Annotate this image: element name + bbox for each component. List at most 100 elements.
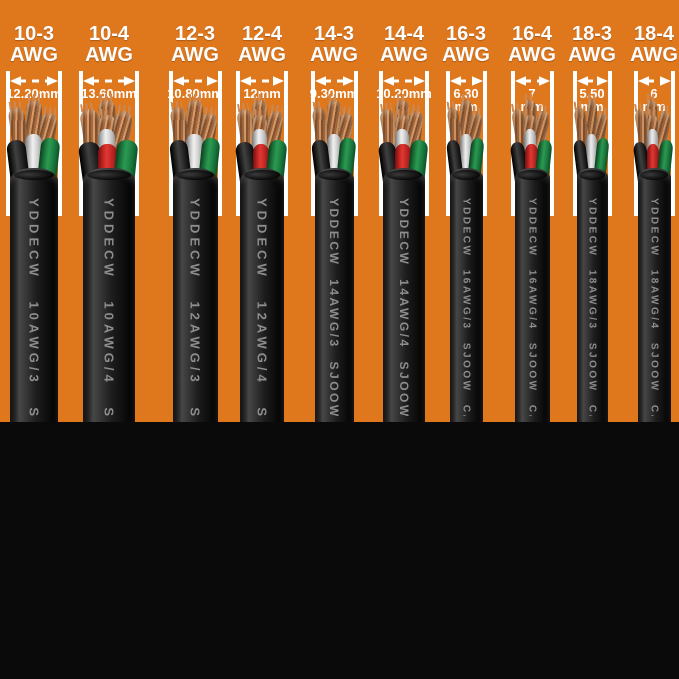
cable-jacket: YDDECW 16AWG/4 SJOOW CABLE 300V (514, 168, 550, 423)
diameter-label: 10.80mm (147, 87, 243, 100)
cable-column: 10-4AWG13.60mmYDDECW 10AWG/4 SJOOW CABLE… (61, 0, 157, 423)
wire-white (459, 134, 472, 182)
awg-size-label: 14-3 AWG (286, 24, 382, 66)
measurement-arrow-icon (637, 75, 671, 87)
info-section: VARIETY OF SIZES VARIOUS GAUGES VARIOUS … (0, 422, 679, 679)
diameter-value: 6.30 (418, 87, 514, 100)
awg-unit-label: AWG (238, 44, 286, 66)
cable-image: YDDECW 10AWG/4 SJOOW CABLE 300V (77, 99, 139, 423)
awg-size-value: 10-3 (13, 23, 55, 45)
awg-size-label: 18-3 AWG (544, 24, 640, 66)
measurement-arrow-icon (576, 75, 608, 87)
awg-unit-label: AWG (508, 44, 556, 66)
awg-unit-label: AWG (568, 44, 616, 66)
cable-image: YDDECW 12AWG/4 SJOOW CABLE 300V (234, 99, 287, 423)
awg-size-value: 18-3 (571, 23, 613, 45)
measurement-arrow-icon (172, 75, 218, 87)
awg-size-label: 12-3 AWG (147, 24, 243, 66)
measurement-line-right (607, 71, 612, 216)
cable-marking-text: YDDECW 12AWG/4 SJOOW CABLE 300V (254, 198, 270, 416)
diameter-value: 9.30mm (286, 87, 382, 100)
awg-size-value: 18-4 (633, 23, 675, 45)
awg-size-label: 16-4 AWG (484, 24, 580, 66)
measurement-arrow-icon (449, 75, 483, 87)
measurement-arrow-icon (314, 75, 354, 87)
cable-jacket: YDDECW 12AWG/3 SJOOW CABLE 300V (172, 168, 218, 423)
awg-size-value: 16-4 (511, 23, 553, 45)
awg-unit-label: AWG (310, 44, 358, 66)
measurement-arrow-icon (10, 75, 58, 87)
cable-marking-text: YDDECW 10AWG/4 SJOOW CABLE 300V (101, 198, 117, 416)
awg-unit-label: AWG (630, 44, 678, 66)
cable-marking-text: YDDECW 12AWG/3 SJOOW CABLE 300V (187, 198, 203, 416)
cable-marking-text: YDDECW 18AWG/4 SJOOW CABLE 300V (648, 198, 660, 416)
awg-size-label: 10-4 AWG (61, 24, 157, 66)
cable-column: 12-4AWG12mmYDDECW 12AWG/4 SJOOW CABLE 30… (214, 0, 310, 423)
awg-size-value: 14-3 (313, 23, 355, 45)
cable-marking-text: YDDECW 18AWG/3 SJOOW CABLE 300V (586, 198, 598, 416)
cable-column: 16-3AWG6.30mmYDDECW 16AWG/3 SJOOW CABLE … (418, 0, 514, 423)
cable-jacket: YDDECW 14AWG/4 SJOOW CABLE 300V (383, 168, 425, 423)
cable-image: YDDECW 16AWG/4 SJOOW CABLE 300V (509, 99, 553, 423)
cable-jacket: YDDECW 10AWG/4 SJOOW CABLE 300V (83, 168, 135, 423)
cable-image: YDDECW 18AWG/4 SJOOW CABLE 300V (632, 99, 674, 423)
cable-column: 18-3AWG5.50mmYDDECW 18AWG/3 SJOOW CABLE … (544, 0, 640, 423)
awg-size-label: 10-3 AWG (0, 24, 82, 66)
awg-size-value: 16-3 (445, 23, 487, 45)
wire-white (586, 134, 598, 182)
awg-size-value: 14-4 (383, 23, 425, 45)
measurement-line-right (425, 71, 429, 216)
diameter-value: 10.80mm (147, 87, 243, 100)
measurement-line-right (58, 71, 62, 216)
measurement-arrow-icon (83, 75, 135, 87)
cable-marking-text: YDDECW 16AWG/3 SJOOW CABLE 300V (460, 198, 472, 416)
diameter-label: 12.20mm (0, 87, 82, 100)
awg-size-label: 12-4 AWG (214, 24, 310, 66)
cable-jacket: YDDECW 16AWG/3 SJOOW CABLE 300V (449, 168, 483, 423)
measurement-line-right (670, 71, 675, 216)
cable-image: YDDECW 16AWG/3 SJOOW CABLE 300V (445, 94, 486, 423)
cable-image: YDDECW 14AWG/4 SJOOW CABLE 300V (377, 99, 428, 423)
awg-size-value: 12-4 (241, 23, 283, 45)
awg-unit-label: AWG (380, 44, 428, 66)
awg-size-label: 18-4 AWG (606, 24, 679, 66)
diameter-label: 9.30mm (286, 87, 382, 100)
cable-image: YDDECW 12AWG/3 SJOOW CABLE 300V (168, 94, 221, 423)
measurement-line-right (549, 71, 554, 216)
awg-unit-label: AWG (85, 44, 133, 66)
measurement-line-right (217, 71, 222, 216)
diameter-value: 12.20mm (0, 87, 82, 100)
awg-size-value: 12-3 (174, 23, 216, 45)
cable-jacket: YDDECW 18AWG/3 SJOOW CABLE 300V (576, 168, 608, 423)
measurement-line-right (284, 71, 288, 216)
measurement-line-right (482, 71, 487, 216)
cable-jacket: YDDECW 12AWG/4 SJOOW CABLE 300V (240, 168, 284, 423)
awg-size-label: 14-4 AWG (356, 24, 452, 66)
measurement-arrow-icon (383, 75, 425, 87)
cable-column: 14-4AWG10.20mmYDDECW 14AWG/4 SJOOW CABLE… (356, 0, 452, 423)
copper-strands (586, 94, 598, 158)
cable-jacket: YDDECW 14AWG/3 SJOOW CABLE 300V (314, 168, 354, 423)
cable-column: 18-4AWG6mmYDDECW 18AWG/4 SJOOW CABLE 300… (606, 0, 679, 423)
cable-marking-text: YDDECW 14AWG/3 SJOOW CABLE 300V (327, 198, 341, 416)
measurement-arrow-icon (240, 75, 284, 87)
cable-image: YDDECW 18AWG/3 SJOOW CABLE 300V (572, 94, 611, 423)
cable-marking-text: YDDECW 10AWG/3 SJOOW CABLE 300V (26, 198, 42, 416)
cable-jacket: YDDECW 10AWG/3 SJOOW CABLE 300V (10, 168, 58, 423)
cable-image: YDDECW 10AWG/3 SJOOW CABLE 300V (5, 94, 61, 423)
cable-column: 16-4AWG7mmYDDECW 16AWG/4 SJOOW CABLE 300… (484, 0, 580, 423)
cable-jacket: YDDECW 18AWG/4 SJOOW CABLE 300V (637, 168, 671, 423)
diameter-value: 5.50 (544, 87, 640, 100)
awg-size-value: 10-4 (88, 23, 130, 45)
awg-unit-label: AWG (10, 44, 58, 66)
measurement-arrow-icon (514, 75, 550, 87)
cable-marking-text: YDDECW 16AWG/4 SJOOW CABLE 300V (526, 198, 538, 416)
awg-unit-label: AWG (171, 44, 219, 66)
cable-image: YDDECW 14AWG/3 SJOOW CABLE 300V (310, 94, 357, 423)
measurement-line-right (135, 71, 139, 216)
cable-marking-text: YDDECW 14AWG/4 SJOOW CABLE 300V (397, 198, 411, 416)
